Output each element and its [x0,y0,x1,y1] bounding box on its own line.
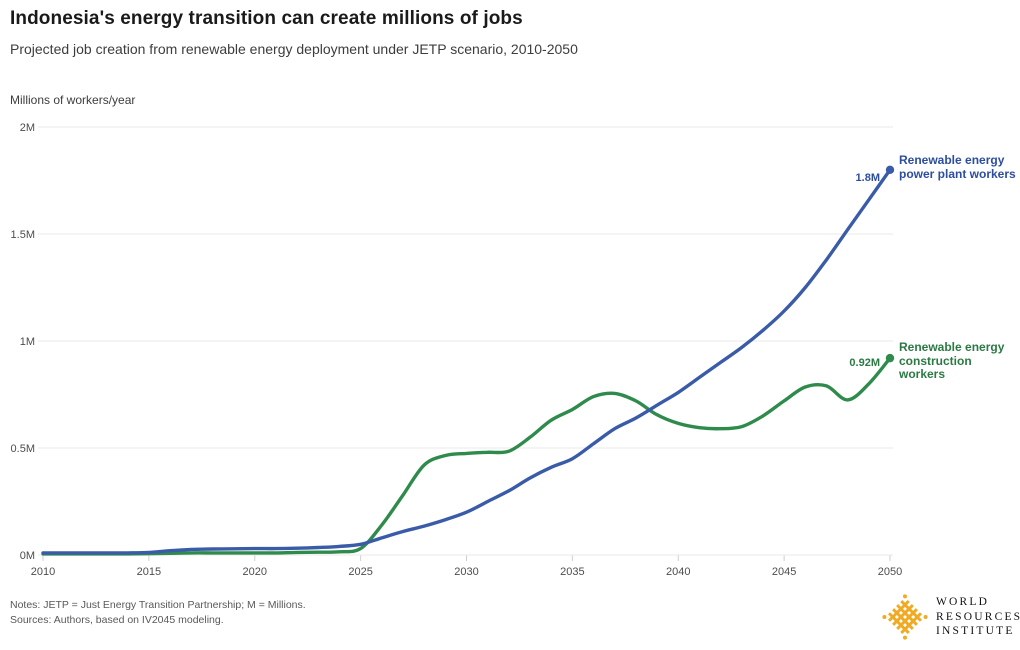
series-label-construction: Renewable energy construction workers [899,340,1017,382]
x-tick-label: 2050 [878,566,902,578]
series-line-0 [41,168,892,555]
series-end-dot-1 [885,353,895,363]
x-tick-label: 2010 [31,566,55,578]
wri-logo-line: INSTITUTE [936,625,1015,638]
wri-logo-line: RESOURCES [936,610,1020,623]
wri-logo-line: WORLD [936,596,990,609]
y-tick-label: 0.5M [11,443,35,455]
chart-notes: Notes: JETP = Just Energy Transition Par… [10,599,306,611]
y-tick-label: 0M [20,550,35,562]
series-label-line: power plant workers [899,166,1016,181]
series-line-1 [41,356,892,556]
end-value-power-plant: 1.8M [855,172,880,184]
x-tick-label: 2035 [560,566,584,578]
series-end-dot-0 [885,165,895,174]
y-axis-unit-label: Millions of workers/year [10,93,136,107]
series-label-line: construction workers [899,353,972,381]
page-title: Indonesia's energy transition can create… [10,8,523,29]
x-tick-label: 2045 [772,566,796,578]
x-tick-label: 2025 [348,566,372,578]
y-tick-label: 2M [20,122,35,134]
series-label-power-plant: Renewable energy power plant workers [899,153,1017,181]
x-tick-label: 2030 [454,566,478,578]
y-tick-label: 1M [20,336,35,348]
series-label-line: Renewable energy [899,340,1005,354]
wri-logo-text: WORLD RESOURCES INSTITUTE [936,595,1020,639]
page-subtitle: Projected job creation from renewable en… [10,41,578,57]
end-value-construction: 0.92M [849,357,880,369]
x-tick-label: 2015 [137,566,161,578]
x-tick-label: 2020 [243,566,267,578]
y-tick-label: 1.5M [11,229,35,241]
chart-sources: Sources: Authors, based on IV2045 modeli… [10,614,224,626]
wri-logo: WORLD RESOURCES INSTITUTE [882,594,1020,640]
x-tick-label: 2040 [666,566,690,578]
series-label-line: Renewable energy [899,153,1005,167]
wri-knot-icon [882,594,928,640]
